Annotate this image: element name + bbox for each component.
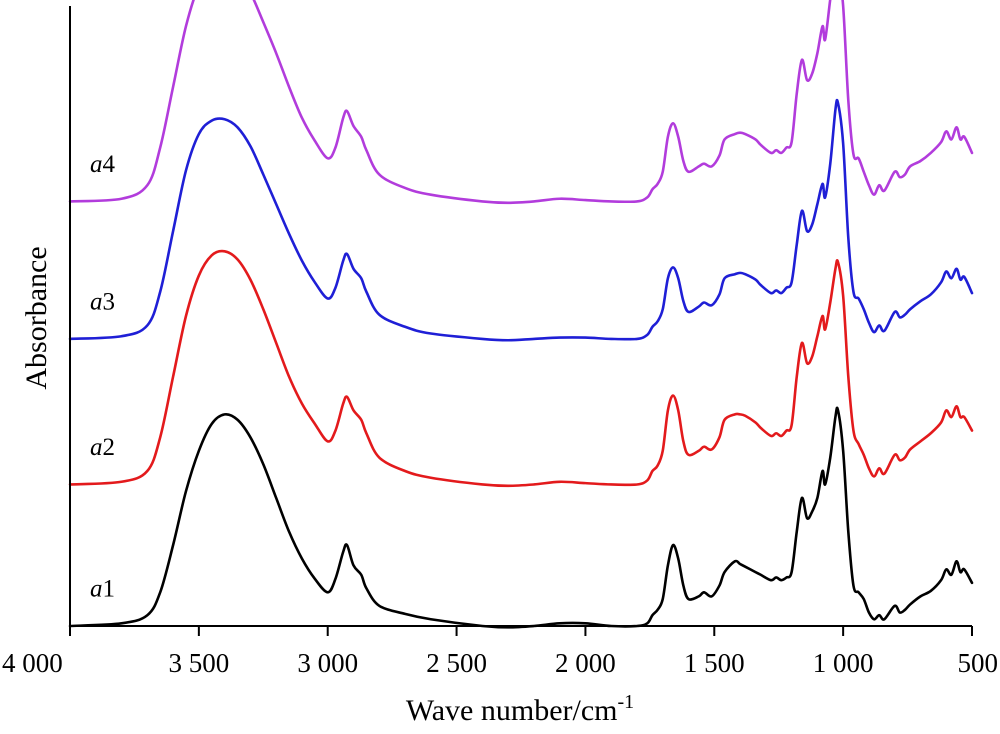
x-axis-title: Wave number/cm-1: [406, 691, 634, 727]
x-tick-label-3000: 3 000: [297, 648, 358, 678]
series-line-a4: [68, 0, 974, 205]
x-tick-label-2000: 2 000: [555, 648, 616, 678]
x-tick-label-4000: 4 000: [2, 648, 63, 678]
x-tick-label-3500: 3 500: [168, 648, 229, 678]
series-label-a2: a2: [90, 434, 115, 461]
series-line-a2: [68, 249, 974, 488]
series-label-a4: a4: [90, 151, 116, 178]
x-tick-label-1500: 1 500: [684, 648, 745, 678]
x-tick-label-2500: 2 500: [426, 648, 487, 678]
x-tick-label-500: 500: [958, 648, 999, 678]
y-axis-title: Absorbance: [20, 246, 53, 389]
series-label-layer: a1 a2 a3 a4: [90, 151, 116, 603]
series-layer: [68, 0, 974, 629]
series-line-a1: [68, 406, 974, 629]
series-label-a1: a1: [90, 575, 115, 602]
series-label-a3: a3: [90, 288, 115, 315]
series-line-a3: [68, 98, 974, 342]
x-tick-layer: 4 000 3 500 3 000 2 500 2 000 1 500 1 000 500: [2, 626, 998, 678]
x-axis-title-superscript: -1: [618, 691, 635, 713]
axis-layer: [69, 6, 972, 627]
x-tick-label-1000: 1 000: [813, 648, 874, 678]
